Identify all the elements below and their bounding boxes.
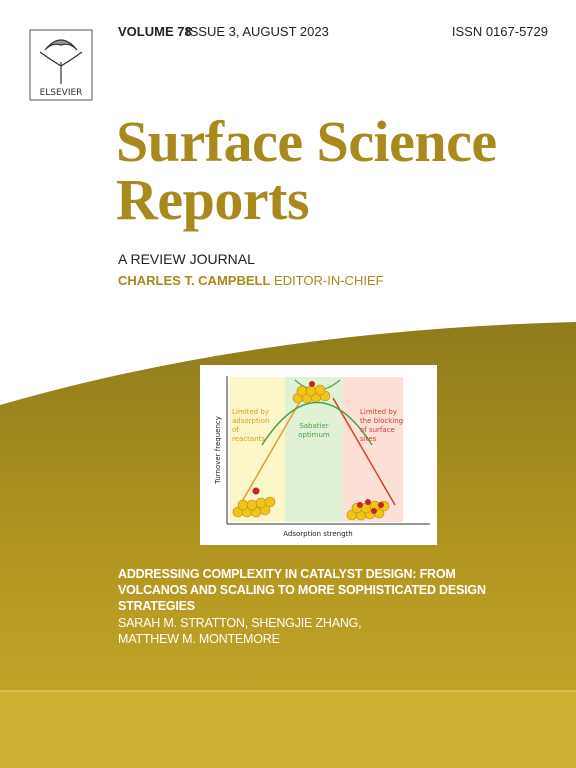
x-axis-label: Adsorption strength xyxy=(283,530,352,538)
left-line xyxy=(239,397,303,506)
footer-band xyxy=(0,692,576,768)
right-line xyxy=(332,397,396,506)
adsorbates xyxy=(252,381,384,514)
label-line: the blocking xyxy=(360,417,403,425)
label-line: of surface xyxy=(360,426,395,434)
label-line: reactants xyxy=(232,435,265,443)
issue: ISSUE 3, AUGUST 2023 xyxy=(186,24,329,39)
journal-subtitle: A REVIEW JOURNAL xyxy=(118,251,255,267)
label-line: optimum xyxy=(298,431,330,439)
logo-tree xyxy=(39,39,83,84)
article-title: ADDRESSING COMPLEXITY IN CATALYST DESIGN… xyxy=(118,567,456,581)
middle-label: Sabatier optimum xyxy=(298,422,330,439)
journal-title: Surface Science xyxy=(116,109,497,174)
issn: ISSN 0167-5729 xyxy=(451,24,548,39)
label-line: Limited by xyxy=(232,408,269,416)
article-title: STRATEGIES xyxy=(118,599,195,613)
label-line: Limited by xyxy=(360,408,397,416)
editor-line: CHARLES T. CAMPBELL EDITOR-IN-CHIEF xyxy=(118,273,384,288)
right-label: Limited by the blocking of surface sites xyxy=(360,408,403,443)
label-line: Sabatier xyxy=(299,422,328,430)
volcano-curve xyxy=(261,401,373,446)
authors: MATTHEW M. MONTEMORE xyxy=(118,632,280,646)
label-line: adsorption xyxy=(232,417,269,425)
article-title: VOLCANOS AND SCALING TO MORE SOPHISTICAT… xyxy=(118,583,486,597)
y-axis-label: Turnover frequency xyxy=(214,416,222,485)
region-right xyxy=(343,377,403,522)
left-label: Limited by adsorption of reactants xyxy=(232,408,269,443)
editor-role: EDITOR-IN-CHIEF xyxy=(274,273,384,288)
editor: CHARLES T. CAMPBELL xyxy=(118,273,271,288)
journal-title: Reports xyxy=(116,167,310,232)
volume: VOLUME 78 xyxy=(118,24,192,39)
authors: SARAH M. STRATTON, SHENGJIE ZHANG, xyxy=(118,616,362,630)
label-line: sites xyxy=(360,435,377,443)
catalyst-spheres xyxy=(232,384,390,521)
region-left xyxy=(230,377,285,522)
publisher: ELSEVIER xyxy=(40,88,83,98)
label-line: of xyxy=(232,426,239,434)
divider xyxy=(0,690,576,692)
